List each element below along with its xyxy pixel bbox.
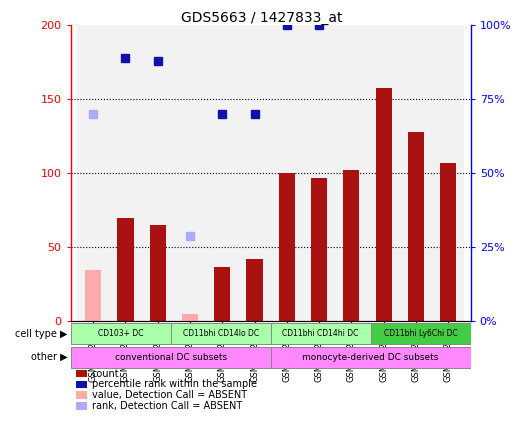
Text: percentile rank within the sample: percentile rank within the sample [92, 379, 256, 389]
Bar [303, 25, 335, 321]
Text: rank, Detection Call = ABSENT: rank, Detection Call = ABSENT [92, 401, 242, 411]
Bar [85, 270, 101, 321]
Bar [376, 88, 392, 321]
Text: value, Detection Call = ABSENT: value, Detection Call = ABSENT [92, 390, 247, 400]
Bar [400, 25, 432, 321]
Bar [142, 25, 174, 321]
Bar [71, 324, 170, 344]
Bar [77, 25, 109, 321]
Text: cell type ▶: cell type ▶ [16, 329, 68, 339]
Bar [311, 178, 327, 321]
Text: conventional DC subsets: conventional DC subsets [115, 353, 226, 362]
Text: monocyte-derived DC subsets: monocyte-derived DC subsets [302, 353, 439, 362]
Bar [371, 324, 471, 344]
Text: CD11bhi CD14hi DC: CD11bhi CD14hi DC [282, 330, 359, 338]
Text: GDS5663 / 1427833_at: GDS5663 / 1427833_at [181, 11, 342, 25]
Bar [117, 218, 133, 321]
Bar [279, 173, 295, 321]
Bar [214, 267, 230, 321]
Bar [271, 324, 371, 344]
Bar [432, 25, 464, 321]
Bar [150, 225, 166, 321]
Bar [182, 314, 198, 321]
Bar [170, 324, 270, 344]
Text: CD103+ DC: CD103+ DC [98, 330, 143, 338]
Bar [71, 347, 271, 368]
Text: count: count [92, 368, 119, 379]
Bar [206, 25, 238, 321]
Text: CD11bhi Ly6Chi DC: CD11bhi Ly6Chi DC [384, 330, 458, 338]
Bar [174, 25, 206, 321]
Bar [368, 25, 400, 321]
Text: other ▶: other ▶ [31, 352, 68, 362]
Bar [109, 25, 142, 321]
Bar [246, 259, 263, 321]
Bar [238, 25, 271, 321]
Text: CD11bhi CD14lo DC: CD11bhi CD14lo DC [183, 330, 259, 338]
Bar [408, 132, 424, 321]
Bar [335, 25, 368, 321]
Bar [440, 163, 456, 321]
Bar [343, 170, 359, 321]
Bar [271, 25, 303, 321]
Bar [271, 347, 471, 368]
